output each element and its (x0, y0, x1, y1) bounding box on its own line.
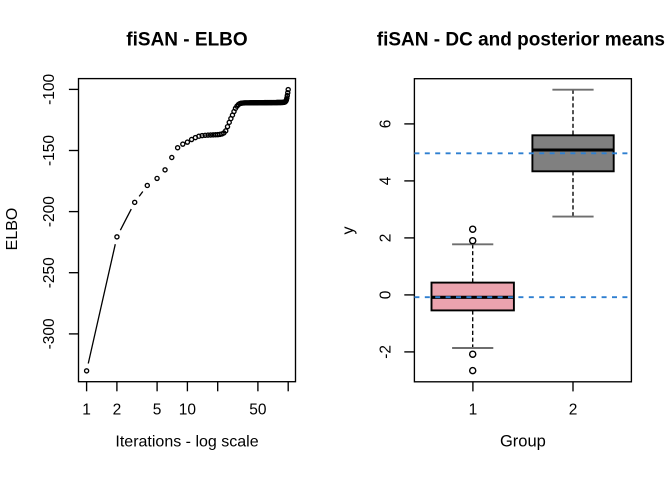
svg-text:Group: Group (500, 433, 546, 451)
svg-text:1: 1 (469, 402, 478, 419)
svg-text:fiSAN - DC and posterior means: fiSAN - DC and posterior means (377, 30, 665, 51)
svg-text:-100: -100 (41, 74, 58, 105)
svg-text:y: y (340, 227, 357, 235)
svg-text:fiSAN - ELBO: fiSAN - ELBO (126, 30, 247, 51)
svg-text:Iterations - log scale: Iterations - log scale (115, 434, 258, 451)
svg-text:6: 6 (378, 120, 395, 129)
svg-text:-300: -300 (41, 318, 58, 349)
svg-text:1: 1 (82, 402, 91, 419)
svg-text:4: 4 (378, 176, 395, 185)
svg-text:ELBO: ELBO (4, 208, 21, 251)
svg-text:50: 50 (249, 402, 267, 419)
svg-text:10: 10 (179, 402, 197, 419)
svg-text:0: 0 (378, 290, 395, 299)
svg-text:2: 2 (378, 234, 395, 243)
svg-text:2: 2 (569, 402, 578, 419)
svg-text:-250: -250 (41, 257, 58, 288)
svg-text:5: 5 (153, 402, 162, 419)
svg-text:-150: -150 (41, 135, 58, 166)
svg-text:2: 2 (113, 402, 122, 419)
svg-text:-200: -200 (41, 196, 58, 227)
svg-text:-2: -2 (378, 345, 395, 359)
